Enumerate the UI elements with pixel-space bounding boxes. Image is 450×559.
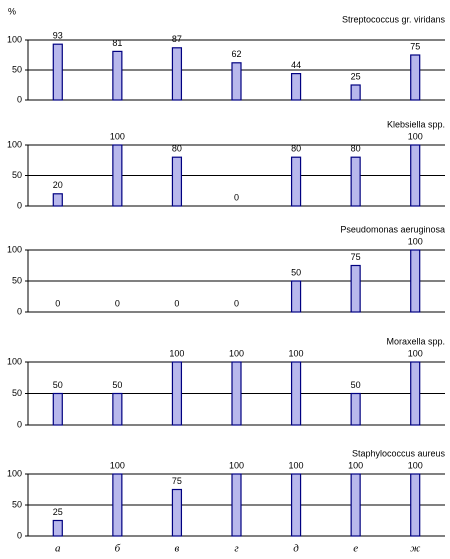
bar	[52, 519, 63, 537]
value-label: 50	[351, 380, 361, 390]
value-label: 100	[289, 460, 304, 470]
y-tick-label: 0	[17, 530, 22, 540]
bar	[231, 361, 242, 426]
value-label: 0	[55, 298, 60, 308]
bar	[410, 249, 421, 313]
value-label: 75	[351, 252, 361, 262]
value-label: 100	[229, 460, 244, 470]
value-label: 100	[408, 460, 423, 470]
value-label: 44	[291, 60, 301, 70]
bar	[52, 193, 63, 207]
value-label: 81	[112, 38, 122, 48]
bar	[290, 156, 302, 207]
bar	[350, 156, 361, 207]
value-label: 100	[408, 131, 423, 141]
y-tick-label: 50	[12, 275, 22, 285]
value-label: 93	[53, 31, 63, 41]
bar	[171, 47, 183, 101]
y-tick-label: 50	[12, 499, 22, 509]
y-tick-label: 0	[17, 306, 22, 316]
bar	[290, 473, 302, 537]
x-tick-label: б	[115, 543, 121, 555]
bar	[290, 72, 302, 101]
y-tick-label: 100	[7, 139, 22, 149]
value-label: 0	[174, 298, 179, 308]
value-label: 75	[410, 41, 420, 51]
bar	[112, 50, 123, 101]
bar	[410, 473, 421, 537]
panel-title: Streptococcus gr. viridans	[342, 14, 446, 24]
value-label: 87	[172, 34, 182, 44]
y-tick-label: 100	[7, 244, 22, 254]
bar	[350, 84, 361, 101]
y-tick-label: 50	[12, 170, 22, 180]
bar	[52, 392, 63, 426]
value-label: 0	[115, 298, 120, 308]
value-label: 100	[348, 460, 363, 470]
bar	[171, 488, 183, 537]
bar	[410, 54, 421, 101]
bar	[171, 361, 183, 426]
bar	[350, 392, 361, 426]
value-label: 0	[234, 192, 239, 202]
bar	[290, 280, 302, 313]
x-tick-label: в	[175, 543, 180, 555]
x-tick-label: е	[353, 543, 358, 555]
value-label: 100	[408, 348, 423, 358]
value-label: 25	[351, 71, 361, 81]
x-tick-label: г	[234, 543, 239, 555]
y-axis-label: %	[8, 6, 16, 16]
value-label: 25	[53, 507, 63, 517]
bar	[112, 392, 123, 426]
bar	[52, 43, 63, 101]
value-label: 75	[172, 476, 182, 486]
bar	[112, 144, 123, 207]
value-label: 80	[291, 144, 301, 154]
bar	[290, 361, 302, 426]
value-label: 100	[169, 348, 184, 358]
panel-title: Klebsiella spp.	[387, 119, 445, 129]
bar	[350, 473, 361, 537]
bar	[231, 473, 242, 537]
value-label: 80	[351, 144, 361, 154]
panel-title: Pseudomonas aeruginosa	[340, 224, 445, 234]
x-tick-label: а	[55, 543, 61, 555]
y-tick-label: 100	[7, 34, 22, 44]
x-tick-label: ж	[410, 543, 421, 555]
y-tick-label: 100	[7, 468, 22, 478]
value-label: 100	[110, 460, 125, 470]
value-label: 50	[112, 380, 122, 390]
value-label: 50	[53, 380, 63, 390]
value-label: 100	[289, 348, 304, 358]
bar	[410, 144, 421, 207]
y-tick-label: 0	[17, 200, 22, 210]
value-label: 20	[53, 180, 63, 190]
value-label: 100	[408, 236, 423, 246]
panel-title: Staphylococcus aureus	[352, 448, 446, 458]
bar	[231, 62, 242, 101]
y-tick-label: 50	[12, 64, 22, 74]
y-tick-label: 0	[17, 419, 22, 429]
value-label: 100	[229, 348, 244, 358]
value-label: 50	[291, 267, 301, 277]
y-tick-label: 0	[17, 94, 22, 104]
bar	[171, 156, 183, 207]
y-tick-label: 100	[7, 356, 22, 366]
y-tick-label: 50	[12, 388, 22, 398]
panel-title: Moraxella spp.	[386, 336, 445, 346]
bar	[112, 473, 123, 537]
bar	[410, 361, 421, 426]
bar	[350, 264, 361, 313]
value-label: 0	[234, 298, 239, 308]
value-label: 62	[231, 49, 241, 59]
value-label: 100	[110, 131, 125, 141]
value-label: 80	[172, 144, 182, 154]
x-tick-label: д	[293, 543, 299, 555]
